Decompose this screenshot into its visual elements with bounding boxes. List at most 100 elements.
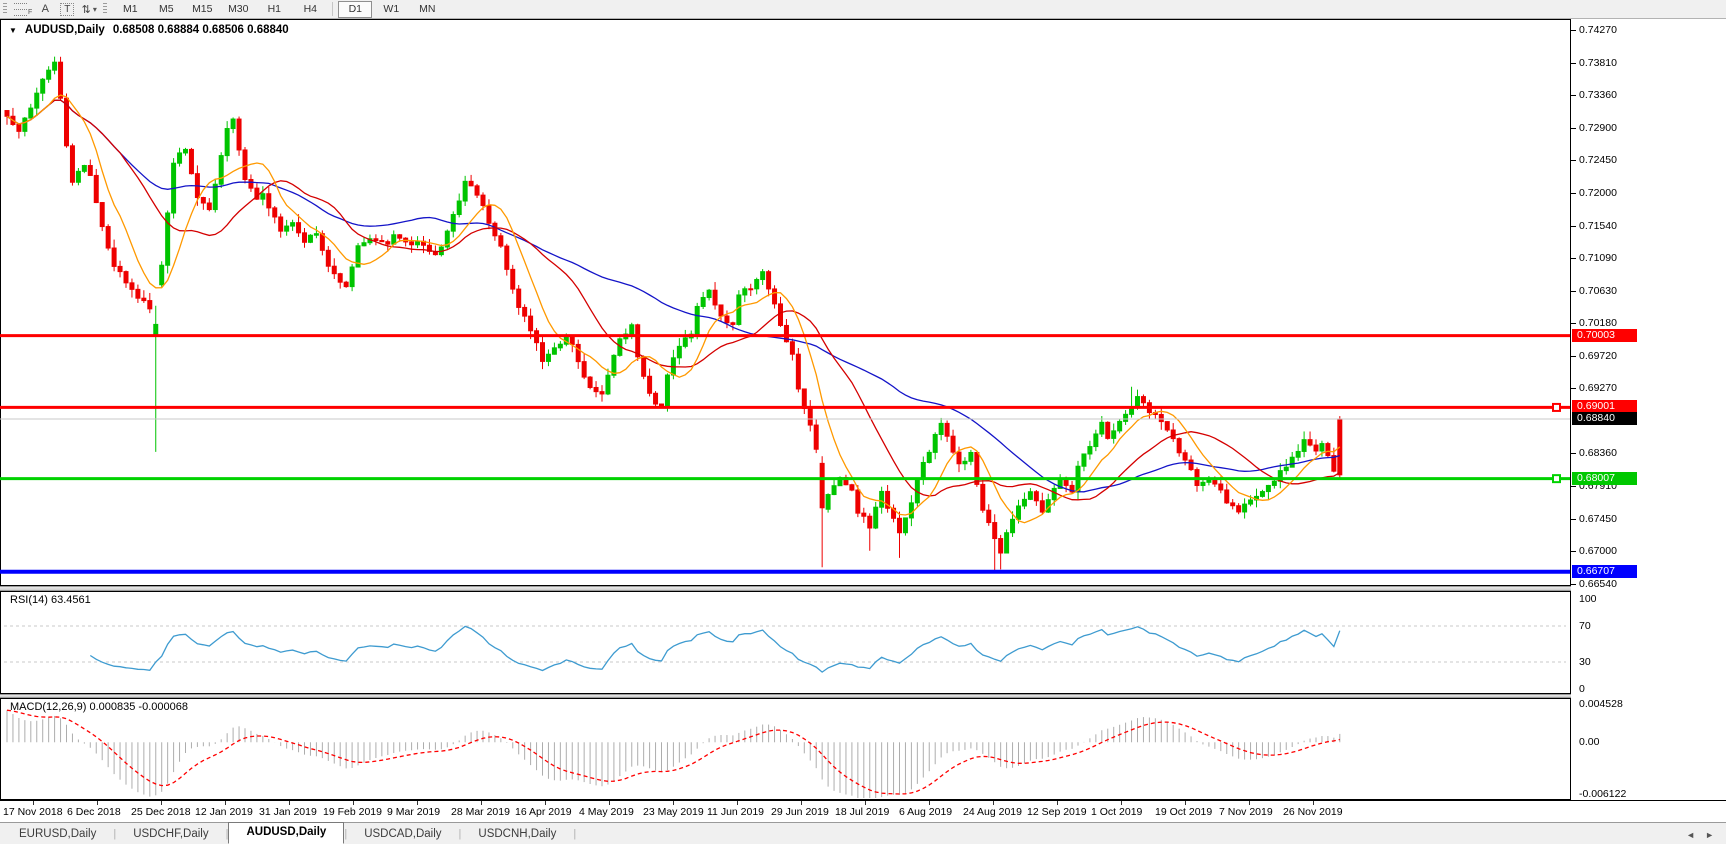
toolbar-grip[interactable] bbox=[103, 3, 108, 15]
price-tick bbox=[1571, 453, 1576, 455]
timeframe-button-d1[interactable]: D1 bbox=[338, 0, 373, 18]
price-label: 0.67450 bbox=[1579, 512, 1617, 525]
price-label: 0.70180 bbox=[1579, 316, 1617, 329]
date-label: 1 Oct 2019 bbox=[1091, 806, 1143, 818]
date-tick bbox=[161, 801, 162, 805]
toolbar-grip[interactable] bbox=[3, 3, 7, 15]
tab-separator: | bbox=[344, 828, 348, 840]
macd-axis-label: 0.00 bbox=[1579, 736, 1600, 749]
tab-usdcnh[interactable]: USDCNH,Daily bbox=[478, 828, 557, 840]
text-label-tool-icon[interactable]: T bbox=[58, 2, 76, 17]
date-label: 9 Mar 2019 bbox=[387, 806, 441, 818]
rsi-canvas[interactable] bbox=[0, 591, 1571, 694]
price-label: 0.69270 bbox=[1579, 382, 1617, 395]
date-label: 11 Jun 2019 bbox=[707, 806, 765, 818]
date-label: 17 Nov 2018 bbox=[3, 806, 63, 818]
price-tick bbox=[1571, 583, 1576, 585]
price-axis[interactable]: 0.74270 0.73810 0.73360 0.72900 0.72450 0.720… bbox=[1571, 19, 1726, 800]
date-tick bbox=[1249, 801, 1250, 805]
price-label: 0.72000 bbox=[1579, 186, 1617, 199]
date-tick bbox=[353, 801, 354, 805]
tab-separator: | bbox=[573, 828, 577, 840]
price-tick bbox=[1571, 388, 1576, 390]
date-label: 23 May 2019 bbox=[643, 806, 704, 818]
tab-audusd[interactable]: AUDUSD,Daily bbox=[228, 822, 345, 844]
timeframe-button-h1[interactable]: H1 bbox=[267, 2, 281, 15]
rsi-axis-label: 100 bbox=[1579, 593, 1597, 605]
price-tag: 0.68840 bbox=[1572, 411, 1637, 425]
price-tick bbox=[1571, 485, 1576, 487]
date-tick bbox=[865, 801, 866, 805]
price-label: 0.73360 bbox=[1579, 89, 1617, 102]
tab-usdcad[interactable]: USDCAD,Daily bbox=[364, 828, 442, 840]
arrow-tools-icon[interactable]: ⇅ ▾ bbox=[80, 2, 98, 17]
fibonacci-letter: F bbox=[28, 8, 33, 16]
timeframe-button-m5[interactable]: M5 bbox=[158, 2, 174, 15]
fibonacci-icon[interactable]: F bbox=[14, 2, 32, 17]
price-label: 0.71090 bbox=[1579, 251, 1617, 264]
price-tag: 0.68007 bbox=[1572, 471, 1637, 485]
date-tick bbox=[1057, 801, 1058, 805]
text-tool-letter: A bbox=[41, 3, 49, 15]
text-label-letter: T bbox=[60, 2, 75, 16]
price-label: 0.73810 bbox=[1579, 56, 1617, 69]
price-tick bbox=[1571, 160, 1576, 162]
rsi-axis-label: 0 bbox=[1579, 683, 1585, 695]
tab-scroll-controls: ◄ ► bbox=[1686, 825, 1714, 844]
price-tag: 0.69001 bbox=[1572, 400, 1637, 414]
panel-separator[interactable] bbox=[0, 694, 1726, 698]
fibonacci-lines-glyph bbox=[14, 2, 27, 16]
toolbar-separator bbox=[332, 2, 334, 16]
main-chart-canvas[interactable] bbox=[0, 19, 1571, 586]
price-tick bbox=[1571, 322, 1576, 324]
price-tick bbox=[1571, 128, 1576, 130]
date-label: 26 Nov 2019 bbox=[1283, 806, 1343, 818]
date-label: 12 Sep 2019 bbox=[1027, 806, 1087, 818]
panel-separator[interactable] bbox=[0, 586, 1726, 591]
date-tick bbox=[1313, 801, 1314, 805]
timeframe-button-m1[interactable]: M1 bbox=[122, 2, 138, 15]
date-label: 25 Dec 2018 bbox=[131, 806, 191, 818]
macd-panel bbox=[0, 698, 1571, 800]
timeframe-toolbar: M1 M5 M15 M30 H1 H4 D1 W1 MN bbox=[112, 0, 445, 18]
timeframe-button-mn[interactable]: MN bbox=[419, 2, 436, 15]
price-label: 0.68360 bbox=[1579, 447, 1617, 460]
date-label: 19 Oct 2019 bbox=[1155, 806, 1213, 818]
rsi-axis-label: 70 bbox=[1579, 620, 1591, 632]
timeframe-button-m30[interactable]: M30 bbox=[228, 2, 249, 15]
price-label: 0.71540 bbox=[1579, 219, 1617, 232]
tab-eurusd[interactable]: EURUSD,Daily bbox=[19, 828, 97, 840]
price-label: 0.74270 bbox=[1579, 24, 1617, 36]
date-tick bbox=[225, 801, 226, 805]
scroll-right-icon[interactable]: ► bbox=[1705, 829, 1714, 840]
text-tool-icon[interactable]: A bbox=[36, 2, 54, 17]
price-label: 0.72450 bbox=[1579, 154, 1617, 167]
date-tick bbox=[481, 801, 482, 805]
price-tick bbox=[1571, 518, 1576, 520]
macd-axis-label: -0.006122 bbox=[1579, 788, 1627, 800]
tab-usdchf[interactable]: USDCHF,Daily bbox=[133, 828, 209, 840]
date-tick bbox=[289, 801, 290, 805]
date-tick bbox=[417, 801, 418, 805]
date-label: 19 Feb 2019 bbox=[323, 806, 382, 818]
date-tick bbox=[545, 801, 546, 805]
timeframe-button-m15[interactable]: M15 bbox=[192, 2, 213, 15]
timeframe-button-h4[interactable]: H4 bbox=[303, 2, 317, 15]
price-tick bbox=[1571, 95, 1576, 97]
price-tick bbox=[1571, 550, 1576, 552]
date-label: 12 Jan 2019 bbox=[195, 806, 253, 818]
price-label: 0.66540 bbox=[1579, 577, 1617, 590]
price-tick bbox=[1571, 355, 1576, 357]
timeframe-button-w1[interactable]: W1 bbox=[383, 2, 400, 15]
tab-separator: | bbox=[113, 828, 117, 840]
date-label: 16 Apr 2019 bbox=[515, 806, 572, 818]
date-axis[interactable]: 17 Nov 2018 6 Dec 2018 25 Dec 2018 12 Jan 2… bbox=[0, 800, 1726, 823]
scroll-left-icon[interactable]: ◄ bbox=[1686, 829, 1696, 840]
tab-separator: | bbox=[225, 828, 229, 840]
date-label: 4 May 2019 bbox=[579, 806, 634, 818]
date-tick bbox=[993, 801, 994, 805]
main-chart-panel bbox=[0, 19, 1571, 586]
date-label: 29 Jun 2019 bbox=[771, 806, 829, 818]
macd-canvas[interactable] bbox=[0, 698, 1571, 800]
price-label: 0.72900 bbox=[1579, 122, 1617, 135]
